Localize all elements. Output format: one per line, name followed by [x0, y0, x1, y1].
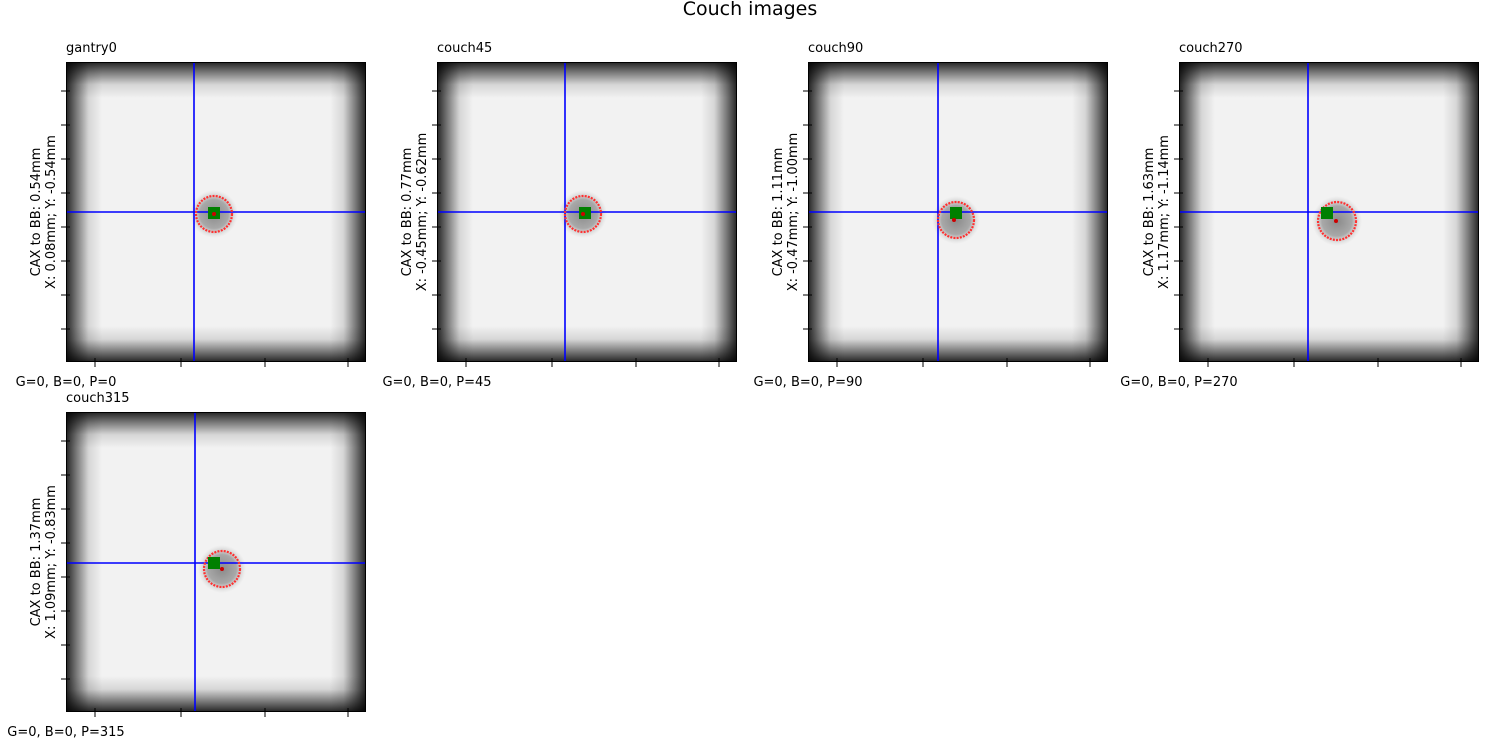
bb-contour [1316, 200, 1358, 242]
xy-offset-label: X: 1.09mm; Y: -0.83mm [44, 485, 59, 639]
epid-center-marker [579, 207, 591, 219]
epid-center-marker [950, 207, 962, 219]
x-axis-label: G=0, B=0, P=45 [382, 375, 492, 390]
cax-to-bb-label: CAX to BB: 0.77mm [400, 147, 415, 277]
axes-frame [808, 62, 1108, 362]
x-axis-label: G=0, B=0, P=90 [753, 375, 863, 390]
bb-contour [936, 200, 976, 240]
epid-center-marker [1321, 207, 1333, 219]
epid-image [808, 62, 1108, 362]
bb-contour [194, 194, 234, 234]
bb-center-dot [220, 567, 224, 571]
tick-marks [432, 90, 720, 367]
bb-center-dot [1334, 219, 1338, 223]
bb-center-dot [212, 212, 216, 216]
tick-marks [803, 90, 1091, 367]
cax-to-bb-label: CAX to BB: 1.63mm [1142, 147, 1157, 277]
cax-to-bb-label: CAX to BB: 1.11mm [771, 147, 786, 277]
xy-offset-label: X: 1.17mm; Y: -1.14mm [1157, 135, 1172, 289]
epid-image [66, 62, 366, 362]
bb-contour [563, 194, 603, 234]
bb-center-dot [581, 212, 585, 216]
xy-offset-label: X: 0.08mm; Y: -0.54mm [44, 135, 59, 289]
cax-to-bb-label: CAX to BB: 0.54mm [29, 147, 44, 277]
tick-marks [61, 90, 349, 367]
tick-marks [1174, 90, 1462, 367]
x-axis-label: G=0, B=0, P=315 [7, 725, 125, 740]
epid-image [66, 412, 366, 712]
axes-frame [437, 62, 737, 362]
x-axis-label: G=0, B=0, P=0 [15, 375, 117, 390]
xy-offset-label: X: -0.45mm; Y: -0.62mm [415, 132, 430, 292]
axes-frame [66, 62, 366, 362]
bb-center-dot [952, 218, 956, 222]
epid-center-marker [208, 557, 220, 569]
figure-title: Couch images [682, 0, 818, 20]
x-axis-label: G=0, B=0, P=270 [1120, 375, 1238, 390]
bb-contour [202, 549, 242, 589]
tick-marks [61, 440, 349, 717]
axes-frame [66, 412, 366, 712]
axes-frame [1179, 62, 1479, 362]
cax-to-bb-label: CAX to BB: 1.37mm [29, 497, 44, 627]
epid-image [1179, 62, 1479, 362]
epid-image [437, 62, 737, 362]
xy-offset-label: X: -0.47mm; Y: -1.00mm [786, 132, 801, 292]
